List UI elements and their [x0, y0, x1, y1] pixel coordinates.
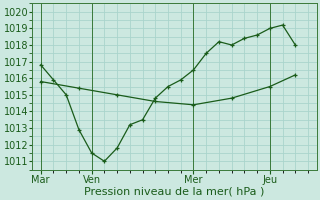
X-axis label: Pression niveau de la mer( hPa ): Pression niveau de la mer( hPa )	[84, 187, 265, 197]
